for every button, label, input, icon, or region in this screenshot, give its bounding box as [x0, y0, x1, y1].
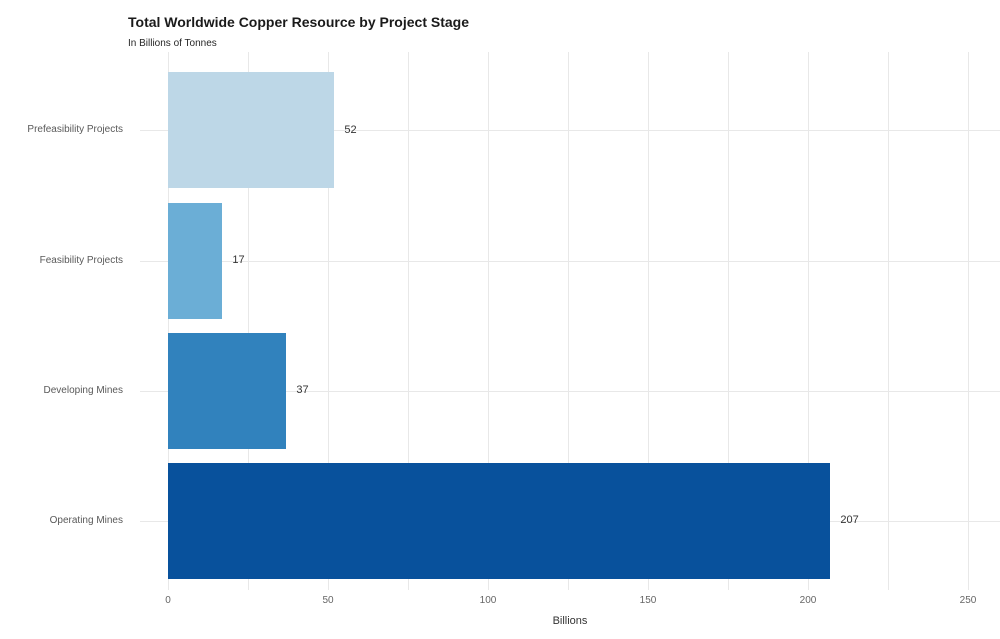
x-tick-label: 0: [165, 595, 171, 606]
x-tick-label: 150: [639, 595, 657, 606]
category-label: Prefeasibility Projects: [27, 124, 123, 135]
category-label: Developing Mines: [43, 384, 124, 396]
bar-developing-mines: [168, 332, 287, 449]
x-tick-label: 200: [799, 595, 817, 606]
bar-feasibility-projects: [168, 202, 223, 319]
horizontal-gridline: [140, 260, 1000, 262]
value-label: 37: [296, 384, 309, 396]
category-label: Operating Mines: [49, 514, 123, 526]
vertical-gridline: [408, 52, 409, 590]
vertical-gridline: [888, 52, 889, 590]
value-label: 17: [232, 254, 245, 266]
x-tick-label: 100: [479, 595, 497, 606]
chart-title: Total Worldwide Copper Resource by Proje…: [128, 14, 469, 30]
vertical-gridline: [648, 52, 649, 590]
category-label: Feasibility Projects: [39, 254, 123, 266]
value-label: 207: [840, 514, 859, 526]
vertical-gridline: [248, 52, 249, 590]
bar-operating-mines: [168, 462, 831, 579]
horizontal-gridline: [140, 390, 1000, 392]
x-tick-label: 50: [322, 595, 334, 606]
vertical-gridline: [728, 52, 729, 590]
vertical-gridline: [808, 52, 809, 590]
bar-prefeasibility-projects: [168, 72, 335, 188]
vertical-gridline: [568, 52, 569, 590]
horizontal-gridline: [140, 130, 1000, 131]
x-axis-title: Billions: [552, 615, 588, 627]
vertical-gridline: [328, 52, 329, 590]
x-tick-label: 250: [959, 595, 977, 606]
vertical-gridline: [168, 52, 169, 590]
value-label: 52: [344, 123, 357, 136]
vertical-gridline: [488, 52, 489, 590]
vertical-gridline: [968, 52, 969, 590]
chart-subtitle: In Billions of Tonnes: [128, 38, 217, 49]
